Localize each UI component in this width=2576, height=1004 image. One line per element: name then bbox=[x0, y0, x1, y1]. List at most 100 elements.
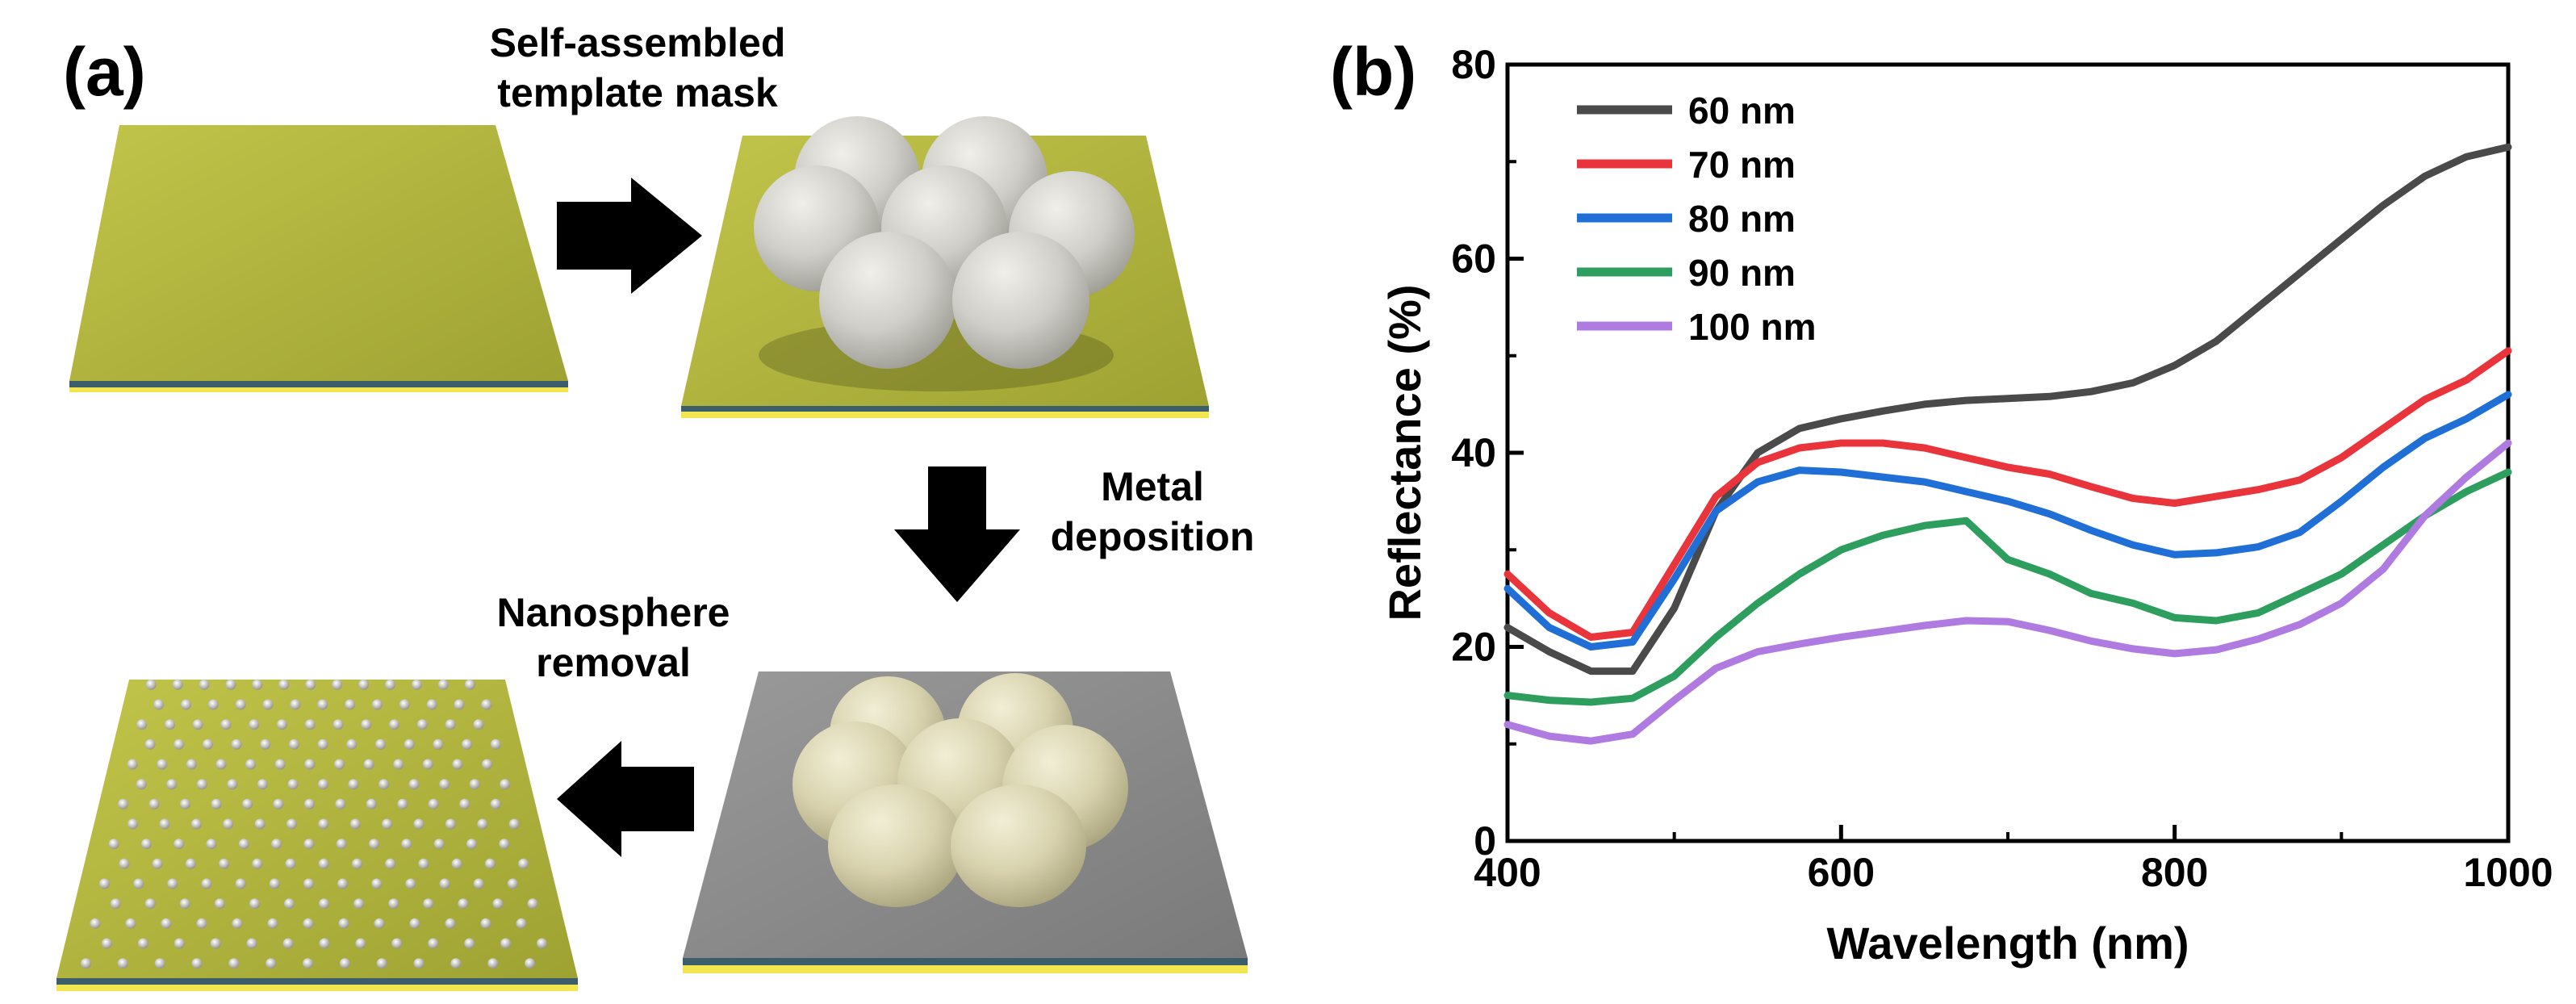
x-tick-label: 600 bbox=[1808, 850, 1875, 895]
nanoparticle bbox=[223, 818, 234, 830]
nanoparticle bbox=[81, 958, 91, 969]
nanoparticle bbox=[235, 878, 246, 889]
nanoparticle bbox=[352, 858, 362, 869]
nanoparticle bbox=[318, 779, 328, 790]
reflectance-chart: 400 600 800 1000 0 20 40 60 80 Wavelength (nm) Ref… bbox=[1379, 42, 2553, 968]
nanoparticle bbox=[537, 938, 547, 949]
nanoparticle bbox=[127, 759, 138, 770]
nanoparticle bbox=[484, 858, 496, 869]
y-tick-label: 40 bbox=[1451, 430, 1496, 475]
nanoparticle bbox=[516, 918, 527, 929]
nanoparticle bbox=[439, 779, 450, 790]
nanoparticle bbox=[227, 779, 238, 790]
step-label-removal: Nanosphere bbox=[497, 590, 730, 635]
nanoparticle bbox=[385, 679, 395, 690]
nanoparticle bbox=[136, 719, 148, 730]
nanoparticle bbox=[508, 818, 520, 830]
legend-label: 90 nm bbox=[1688, 252, 1796, 294]
nanoparticle bbox=[153, 699, 165, 710]
nanoparticle bbox=[404, 738, 415, 750]
nanoparticle bbox=[450, 958, 462, 969]
nanoparticle bbox=[408, 779, 420, 790]
nanoparticle bbox=[215, 759, 227, 770]
nanoparticle bbox=[464, 938, 475, 949]
nanoparticle bbox=[101, 938, 112, 949]
nanoparticle bbox=[482, 759, 492, 770]
nanoparticle bbox=[266, 958, 277, 969]
nanoparticle bbox=[428, 938, 439, 949]
x-tick-label: 1000 bbox=[2463, 850, 2553, 895]
nanoparticle bbox=[416, 719, 428, 730]
nanoparticle bbox=[405, 878, 416, 889]
nanoparticle bbox=[252, 679, 263, 690]
nanosphere-mask bbox=[754, 116, 1135, 369]
legend-label: 60 nm bbox=[1688, 90, 1796, 132]
nanoparticle bbox=[507, 878, 518, 889]
nanoparticle bbox=[437, 679, 449, 690]
nanoparticle bbox=[262, 699, 274, 710]
legend-label: 100 nm bbox=[1688, 306, 1817, 348]
nanoparticle bbox=[348, 779, 359, 790]
nanoparticle bbox=[305, 679, 316, 690]
nanoparticle bbox=[245, 759, 257, 770]
nanoparticle bbox=[267, 918, 278, 929]
nanoparticle bbox=[372, 699, 383, 710]
nanoparticle bbox=[303, 918, 314, 929]
nanoparticle bbox=[202, 738, 213, 750]
y-tick-label: 0 bbox=[1474, 818, 1496, 864]
nanoparticle bbox=[500, 779, 511, 790]
nanoparticle bbox=[172, 679, 183, 690]
nanoparticle bbox=[161, 918, 172, 929]
nanoparticle bbox=[201, 878, 212, 889]
nanoparticle bbox=[477, 818, 488, 830]
nanoparticle bbox=[346, 738, 358, 750]
nanoparticle bbox=[336, 839, 347, 850]
series-line bbox=[1503, 391, 2512, 651]
nanoparticle bbox=[303, 798, 315, 809]
nanoparticle bbox=[179, 898, 190, 910]
nanoparticle bbox=[225, 679, 236, 690]
nanoparticle bbox=[353, 898, 365, 910]
nanoparticle bbox=[518, 858, 529, 869]
nanoparticle bbox=[214, 898, 225, 910]
nanoparticle bbox=[260, 738, 271, 750]
nanoparticle bbox=[133, 878, 144, 889]
nanoparticle bbox=[303, 958, 313, 969]
nanoparticle bbox=[181, 699, 191, 710]
nanoparticle bbox=[285, 858, 296, 869]
nanoparticle bbox=[451, 858, 462, 869]
nanoparticle bbox=[363, 759, 374, 770]
coated-nanospheres bbox=[792, 673, 1128, 907]
nanoparticle bbox=[371, 878, 383, 889]
nanoparticle bbox=[366, 798, 377, 809]
nanoparticle bbox=[334, 759, 345, 770]
nanoparticle-array-substrate bbox=[56, 679, 578, 991]
nanoparticle bbox=[273, 798, 284, 809]
nanoparticle bbox=[157, 759, 168, 770]
nanoparticle bbox=[487, 958, 499, 969]
nanoparticle bbox=[282, 938, 294, 949]
nanoparticle bbox=[278, 679, 290, 690]
step-label-removal: removal bbox=[536, 640, 691, 685]
nanoparticle bbox=[192, 719, 203, 730]
nanoparticle bbox=[428, 798, 439, 809]
nanoparticle bbox=[288, 738, 299, 750]
step-label-mask: Self-assembled bbox=[490, 20, 786, 65]
step-label-metal: Metal bbox=[1101, 464, 1204, 509]
arrow-down-icon bbox=[894, 466, 1020, 602]
nanoparticle bbox=[180, 798, 190, 809]
nanoparticle bbox=[458, 898, 469, 910]
nanoparticle bbox=[433, 839, 445, 850]
x-axis-label: Wavelength (nm) bbox=[1826, 918, 2189, 968]
nanoparticle bbox=[277, 719, 287, 730]
nanoparticle bbox=[249, 719, 260, 730]
nanoparticle bbox=[385, 858, 396, 869]
nanoparticle bbox=[332, 719, 344, 730]
nanoparticle bbox=[144, 898, 156, 910]
nanoparticle bbox=[481, 699, 492, 710]
nanoparticle bbox=[99, 878, 110, 889]
step-label-mask: template mask bbox=[497, 70, 778, 115]
nanoparticle bbox=[317, 738, 328, 750]
nanoparticle bbox=[332, 679, 343, 690]
